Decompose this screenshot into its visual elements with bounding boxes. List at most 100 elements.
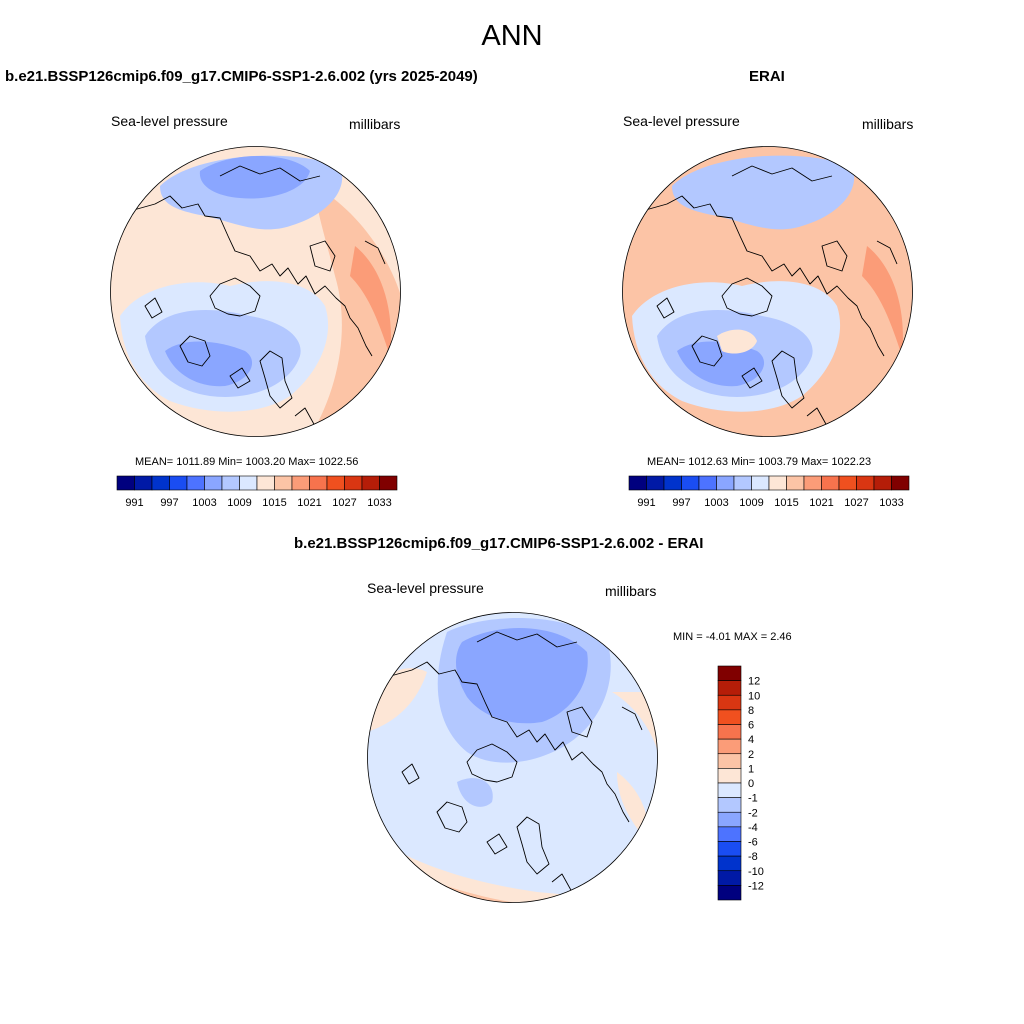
coastline — [691, 335, 723, 367]
colorbar-tick-label: 1009 — [227, 497, 251, 509]
model-units-label: millibars — [349, 116, 401, 132]
colorbar-tick-label: -4 — [748, 822, 758, 834]
obs-panel-title: ERAI — [749, 68, 785, 85]
coastline — [821, 240, 848, 272]
colorbar-swatch — [646, 475, 665, 491]
diff-minmax: MIN = -4.01 MAX = 2.46 — [673, 631, 792, 643]
colorbar-tick-label: 2 — [748, 749, 754, 761]
colorbar-tick-label: 991 — [637, 497, 655, 509]
colorbar-swatch — [239, 475, 258, 491]
diff-panel-title: b.e21.BSSP126cmip6.f09_g17.CMIP6-SSP1-2.… — [294, 535, 704, 552]
difference-contour-negative — [457, 778, 493, 807]
obs-units-label: millibars — [862, 116, 914, 132]
colorbar-tick-label: -2 — [748, 807, 758, 819]
colorbar-tick-label: -1 — [748, 793, 758, 805]
coastline — [731, 165, 833, 182]
colorbar-tick-label: 4 — [748, 734, 754, 746]
colorbar-tick-label: 1003 — [704, 497, 728, 509]
colorbar-tick-label: 991 — [125, 497, 143, 509]
colorbar-tick-label: 1021 — [809, 497, 833, 509]
colorbar-swatch — [361, 475, 380, 491]
coastline — [551, 873, 573, 893]
colorbar-swatch — [786, 475, 805, 491]
model-stats: MEAN= 1011.89 Min= 1003.20 Max= 1022.56 — [135, 456, 359, 468]
colorbar-tick-label: 997 — [160, 497, 178, 509]
coastline — [309, 240, 336, 272]
coastline — [641, 195, 885, 357]
pressure-contour-high — [862, 246, 903, 356]
colorbar-tick-label: 1033 — [879, 497, 903, 509]
colorbar-tick-label: 12 — [748, 676, 760, 688]
coastline — [466, 743, 518, 783]
coastline — [516, 816, 550, 875]
colorbar-swatch — [873, 475, 892, 491]
coastline — [179, 335, 211, 367]
colorbar-swatch — [169, 475, 188, 491]
colorbar-tick-label: -8 — [748, 851, 758, 863]
colorbar-tick-label: -6 — [748, 837, 758, 849]
colorbar-swatch — [717, 885, 742, 901]
coastline — [566, 706, 593, 738]
colorbar-swatch — [717, 782, 742, 798]
colorbar-swatch — [891, 475, 910, 491]
coastline — [294, 407, 316, 427]
coastline — [386, 661, 630, 823]
coastline — [436, 801, 468, 833]
colorbar-swatch — [717, 709, 742, 725]
colorbar-tick-label: 8 — [748, 705, 754, 717]
colorbar-swatch — [116, 475, 135, 491]
coastline — [259, 350, 293, 409]
pressure-contour-low — [711, 156, 822, 199]
colorbar-swatch — [663, 475, 682, 491]
colorbar-tick-label: 997 — [672, 497, 690, 509]
pressure-contour-high — [350, 246, 391, 356]
colorbar-swatch — [717, 665, 742, 681]
pressure-contour-low — [199, 156, 310, 199]
colorbar-tick-label: 1027 — [332, 497, 356, 509]
colorbar-swatch — [681, 475, 700, 491]
colorbar-swatch — [821, 475, 840, 491]
diff-units-label: millibars — [605, 583, 657, 599]
coastline — [401, 763, 420, 785]
colorbar-swatch — [379, 475, 398, 491]
pressure-contour-low — [677, 341, 765, 387]
colorbar-tick-label: 6 — [748, 720, 754, 732]
colorbar-swatch — [717, 738, 742, 755]
colorbar-swatch — [344, 475, 363, 491]
obs-variable-label: Sea-level pressure — [623, 113, 740, 129]
diff-variable-label: Sea-level pressure — [367, 580, 484, 596]
colorbar-swatch — [134, 475, 153, 491]
colorbar-swatch — [326, 475, 345, 491]
colorbar-swatch — [717, 768, 742, 784]
colorbar-swatch — [151, 475, 170, 491]
coastline — [364, 240, 386, 265]
colorbar-tick-label: 1003 — [192, 497, 216, 509]
colorbar-swatch — [717, 724, 742, 740]
colorbar-swatch — [717, 694, 742, 711]
colorbar-tick-label: 1033 — [367, 497, 391, 509]
coastline — [219, 165, 321, 182]
colorbar-swatch — [768, 475, 787, 491]
pressure-contour-high — [717, 329, 757, 354]
colorbar-swatch — [698, 475, 717, 491]
colorbar-swatch — [256, 475, 275, 491]
colorbar-swatch — [717, 870, 742, 886]
colorbar-swatch — [717, 797, 742, 813]
obs-stats: MEAN= 1012.63 Min= 1003.79 Max= 1022.23 — [647, 456, 872, 468]
colorbar-swatch — [221, 475, 240, 491]
colorbar-tick-label: 10 — [748, 690, 760, 702]
coastline — [486, 833, 508, 855]
coastline — [229, 367, 251, 389]
colorbar-swatch — [717, 841, 742, 857]
colorbar-tick-label: 1009 — [739, 497, 763, 509]
page-title: ANN — [481, 20, 543, 52]
difference-contour-negative — [455, 628, 588, 724]
obs-colorbar: 991 997 1003 1009 1015 1021 1027 1033 — [628, 475, 910, 509]
colorbar-tick-label: 1015 — [774, 497, 798, 509]
coastline — [144, 297, 163, 319]
difference-contour-positive — [612, 692, 658, 752]
colorbar-swatch — [751, 475, 770, 491]
colorbar-swatch — [717, 753, 742, 769]
colorbar-swatch — [274, 475, 293, 491]
